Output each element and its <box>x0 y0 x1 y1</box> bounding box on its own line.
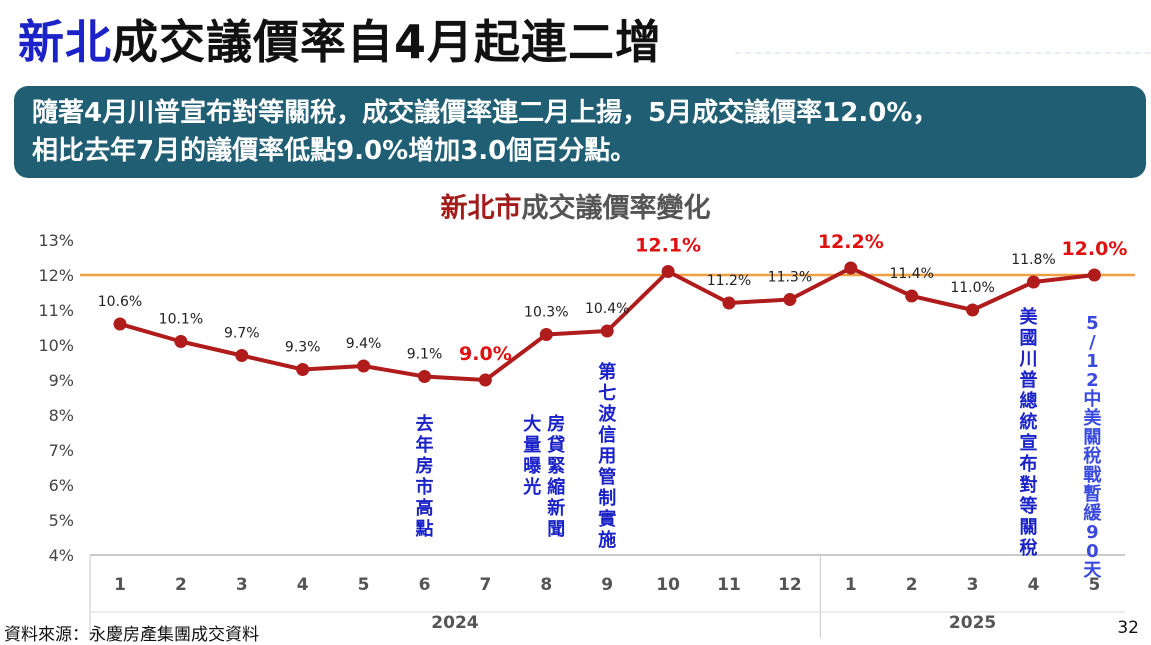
title-rest: 成交議價率自4月起連二增 <box>112 15 663 69</box>
x-tick-label: 7 <box>479 575 491 595</box>
x-tick-label: 9 <box>601 575 613 595</box>
x-tick-label: 2 <box>906 575 918 595</box>
data-label: 11.2% <box>707 273 751 289</box>
x-tick-label: 4 <box>1028 575 1040 595</box>
summary-line-1: 隨著4月川普宣布對等關稅，成交議價率連二月上揚，5月成交議價率12.0%， <box>32 98 939 128</box>
x-tick-label: 8 <box>540 575 552 595</box>
y-tick-label: 9% <box>49 371 74 390</box>
annotation-text: 第七波信用管制實施 <box>598 361 617 551</box>
summary-banner: 隨著4月川普宣布對等關稅，成交議價率連二月上揚，5月成交議價率12.0%， 相比… <box>14 86 1146 178</box>
y-tick-label: 11% <box>38 301 74 320</box>
y-tick-label: 5% <box>49 511 74 530</box>
x-tick-label: 1 <box>114 575 126 595</box>
data-point <box>539 328 553 341</box>
data-point <box>235 349 249 362</box>
annotation-text: 美國川普總統宣布對等關稅 <box>1019 306 1038 559</box>
y-tick-label: 12% <box>38 266 74 285</box>
data-label: 10.6% <box>98 294 142 310</box>
y-tick-label: 6% <box>49 476 74 495</box>
page-title: 新北成交議價率自4月起連二增 <box>18 14 662 70</box>
data-label: 11.4% <box>889 266 933 282</box>
data-label: 11.8% <box>1011 252 1055 268</box>
x-tick-label: 1 <box>845 575 857 595</box>
data-point <box>174 335 188 348</box>
data-label: 10.4% <box>585 301 629 317</box>
data-label: 12.2% <box>818 231 884 253</box>
data-label: 9.3% <box>285 340 321 356</box>
x-tick-label: 5 <box>358 575 370 595</box>
data-point <box>966 303 980 317</box>
x-tick-label: 11 <box>717 575 741 595</box>
annotation-text: 大量曝光 <box>522 413 541 498</box>
data-point <box>357 359 371 373</box>
title-highlight: 新北 <box>18 15 112 69</box>
annotation-text: 5/1 2 中美關稅戰暫緩 9 0 天 <box>1083 313 1102 581</box>
x-tick-label: 3 <box>967 575 979 595</box>
data-label: 11.0% <box>950 280 994 296</box>
x-tick-label: 12 <box>778 575 802 595</box>
data-point <box>478 373 492 387</box>
header-divider <box>735 52 1151 54</box>
data-point <box>844 261 858 275</box>
y-tick-label: 10% <box>38 336 74 355</box>
data-label: 9.1% <box>407 347 443 363</box>
x-tick-label: 2 <box>175 575 187 595</box>
x-tick-label: 5 <box>1088 575 1100 595</box>
chart-title-rest: 成交議價率變化 <box>521 193 711 224</box>
y-tick-label: 7% <box>49 441 74 460</box>
summary-line-2: 相比去年7月的議價率低點9.0%增加3.0個百分點。 <box>32 136 637 166</box>
annotation-text: 房貸緊縮新聞 <box>547 413 565 540</box>
data-point <box>296 363 310 376</box>
data-point <box>1087 268 1101 282</box>
data-label: 10.3% <box>524 305 568 321</box>
y-tick-label: 4% <box>49 546 74 565</box>
data-point <box>905 289 919 303</box>
page-number: 32 <box>1117 618 1139 638</box>
data-label: 12.0% <box>1061 238 1127 260</box>
data-label: 10.1% <box>159 312 203 328</box>
year-label: 2025 <box>949 613 996 633</box>
x-tick-label: 6 <box>419 575 431 595</box>
data-label: 12.1% <box>635 235 701 257</box>
annotation-text: 去年房市高點 <box>415 413 434 540</box>
data-label: 11.3% <box>768 270 812 286</box>
data-point <box>418 370 431 383</box>
data-point <box>600 324 614 338</box>
data-point <box>113 317 127 331</box>
data-label: 9.7% <box>224 326 260 342</box>
data-point <box>1027 275 1040 289</box>
data-label: 9.0% <box>459 343 512 365</box>
chart-title-highlight: 新北市 <box>440 193 522 224</box>
year-label: 2024 <box>431 613 478 633</box>
source-note: 資料來源：永慶房產集團成交資料 <box>4 625 259 645</box>
chart-title: 新北市成交議價率變化 <box>0 186 1151 225</box>
y-tick-label: 13% <box>38 231 74 250</box>
x-tick-label: 10 <box>656 575 680 595</box>
x-tick-label: 3 <box>236 575 248 595</box>
data-point <box>722 296 736 310</box>
y-tick-label: 8% <box>49 406 74 425</box>
data-label: 9.4% <box>346 336 382 352</box>
data-point <box>783 293 797 306</box>
x-tick-label: 4 <box>297 575 309 595</box>
data-point <box>661 265 675 278</box>
